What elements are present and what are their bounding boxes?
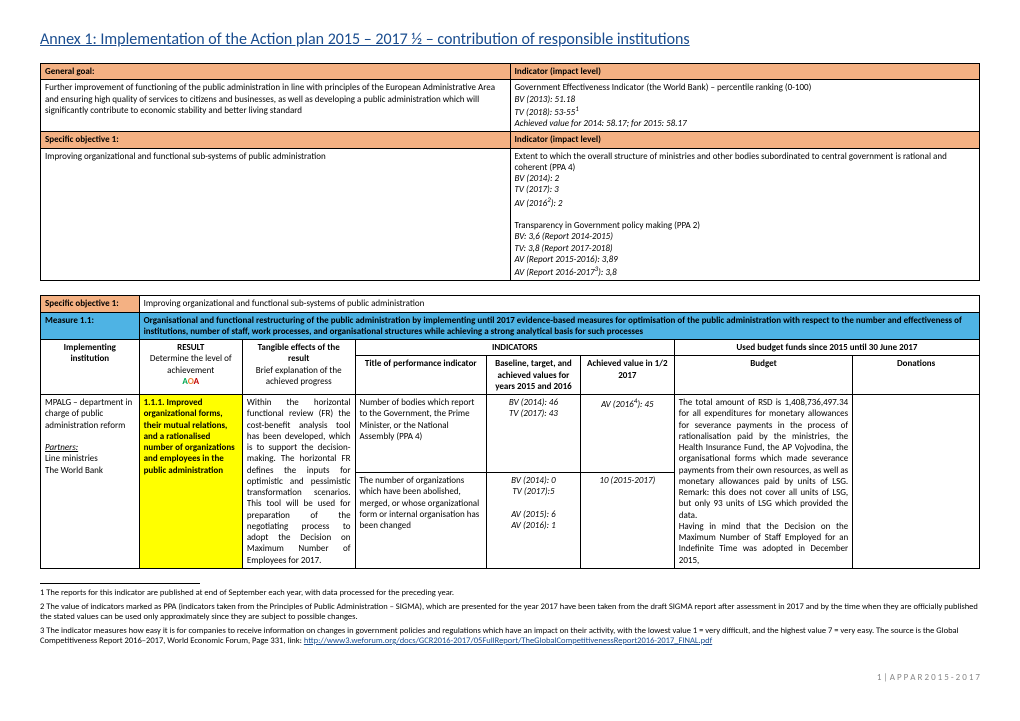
impl-b: Partners: — [45, 442, 78, 453]
cell-impl: MPALG – department in charge of public a… — [41, 395, 140, 569]
cell-ind2-title: The number of organizations which have b… — [355, 473, 486, 569]
hdr-measure: Measure 1.1: — [41, 312, 140, 340]
col-budget: Budget — [674, 356, 852, 395]
ind2-f: BV: 3,6 (Report 2014-2015) — [515, 231, 613, 242]
ind1-tv: TV (2018): 53-55 — [515, 107, 576, 118]
col-donations: Donations — [853, 356, 980, 395]
table-measure: Specific objective 1: Improving organiza… — [40, 295, 980, 569]
hdr-general-goal: General goal: — [41, 64, 511, 80]
footnote-2: 2 The value of indicators marked as PPA … — [40, 602, 980, 622]
hdr-indicator-2: Indicator (impact level) — [510, 132, 980, 148]
ind2-i-a: AV (Report 2016-2017 — [515, 267, 595, 278]
col-tang-sub: Brief explanation of the achieved progre… — [256, 365, 342, 387]
impl-d: The World Bank — [45, 465, 103, 476]
ind2-line1: Extent to which the overall structure of… — [515, 151, 947, 173]
ind1-av: Achieved value for 2014: 58.17; for 2015… — [515, 118, 687, 129]
aoa-3: A — [194, 376, 199, 387]
col-tangible: Tangible effects of the result Brief exp… — [242, 340, 355, 395]
col-result-sub: Determine the level of achievement — [150, 353, 232, 375]
cell-tangible: Within the horizontal functional review … — [242, 395, 355, 569]
ind1-bv: BV (2013): 51.18 — [515, 94, 576, 105]
indicator-2-text: Extent to which the overall structure of… — [510, 148, 980, 281]
footnote-3: 3 The indicator measures how easy it is … — [40, 626, 980, 646]
indicator-1-text: Government Effectiveness Indicator (the … — [510, 80, 980, 132]
ind2-av-a: AV (2016 — [515, 198, 548, 209]
hdr-specobj-1b: Specific objective 1: — [41, 296, 140, 312]
specobj-1b-text: Improving organizational and functional … — [139, 296, 979, 312]
measure-text: Organisational and functional restructur… — [139, 312, 979, 340]
ind2-av-b: ): 2 — [551, 198, 563, 209]
ind1-line1: Government Effectiveness Indicator (the … — [515, 82, 812, 93]
sup-1: 1 — [575, 104, 579, 113]
result-text: 1.1.1. Improved organizational forms, th… — [144, 397, 235, 476]
page-footer: 1 | A P P A R 2 0 1 5 - 2 0 1 7 — [40, 672, 980, 683]
col-result-top: RESULT — [177, 342, 204, 353]
col-av: Achieved value in 1/2 2017 — [580, 356, 674, 395]
cell-ind2-base: BV (2014): 0 TV (2017):5 AV (2015): 6 AV… — [487, 473, 581, 569]
col-result: RESULT Determine the level of achievemen… — [139, 340, 242, 395]
ind2-bv: BV (2014): 2 — [515, 173, 560, 184]
i2b-b: TV (2017):5 — [512, 486, 554, 497]
impl-a: MPALG – department in charge of public a… — [45, 397, 132, 431]
specobj-1a-text: Improving organizational and functional … — [41, 148, 511, 281]
ind2-tv: TV (2017): 3 — [515, 184, 559, 195]
cell-ind1-base: BV (2014): 46 TV (2017): 43 — [487, 395, 581, 473]
ind2-i-b: ): 3,8 — [598, 267, 617, 278]
ind2-g: TV: 3,8 (Report 2017-2018) — [515, 243, 613, 254]
impl-c: Line ministries — [45, 453, 98, 464]
col-tang-top: Tangible effects of the result — [258, 342, 340, 364]
hdr-specobj-1a: Specific objective 1: — [41, 132, 511, 148]
hdr-indicator-1: Indicator (impact level) — [510, 64, 980, 80]
cell-donations — [853, 395, 980, 569]
col-baseline: Baseline, target, and achieved values fo… — [487, 356, 581, 395]
i2b-c: AV (2015): 6 — [511, 509, 555, 520]
cell-ind1-av: AV (20164): 45 — [580, 395, 674, 473]
cell-ind1-title: Number of bodies which report to the Gov… — [355, 395, 486, 473]
general-goal-text: Further improvement of functioning of th… — [41, 80, 511, 132]
page-title: Annex 1: Implementation of the Action pl… — [40, 30, 980, 49]
col-impl: Implementing institution — [41, 340, 140, 395]
ind1-av-b: ): 45 — [637, 399, 653, 410]
cell-budget: The total amount of RSD is 1,408,736,497… — [674, 395, 852, 569]
footnotes: 1 The reports for this indicator are pub… — [40, 583, 980, 646]
cell-result: 1.1.1. Improved organizational forms, th… — [139, 395, 242, 569]
col-funds: Used budget funds since 2015 until 30 Ju… — [674, 340, 979, 356]
table-row: MPALG – department in charge of public a… — [41, 395, 980, 473]
ind2-h: AV (Report 2015-2016): 3,89 — [515, 254, 618, 265]
col-indicators: INDICATORS — [355, 340, 674, 356]
col-indtitle: Title of performance indicator — [355, 356, 486, 395]
i2b-a: BV (2014): 0 — [511, 475, 556, 486]
footnote-1: 1 The reports for this indicator are pub… — [40, 588, 980, 598]
footnote-3-link[interactable]: http://www3.weforum.org/docs/GCR2016-201… — [304, 636, 712, 646]
table-general-goal: General goal: Indicator (impact level) F… — [40, 63, 980, 281]
ind1-av-a: AV (2016 — [601, 399, 634, 410]
i2b-d: AV (2016): 1 — [511, 520, 555, 531]
cell-ind2-av: 10 (2015-2017) — [580, 473, 674, 569]
ind2-ppa2: Transparency in Government policy making… — [515, 220, 701, 231]
